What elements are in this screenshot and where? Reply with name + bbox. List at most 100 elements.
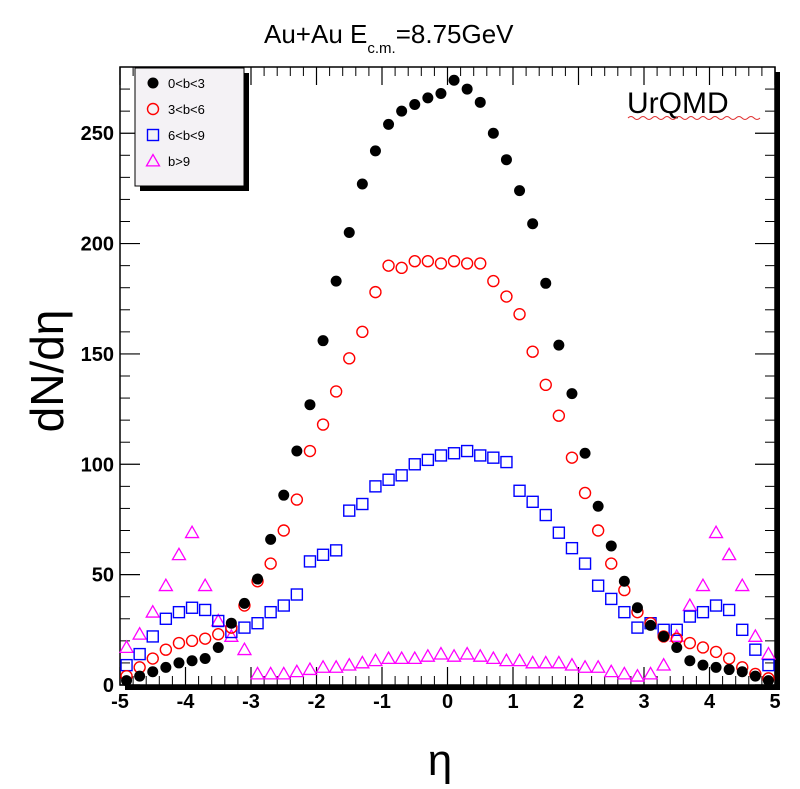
- y-tick-label: 200: [81, 234, 114, 256]
- data-point: [434, 449, 448, 462]
- y-tick-label: 50: [92, 565, 114, 587]
- data-point: [303, 444, 317, 458]
- data-point: [747, 628, 763, 642]
- data-point: [132, 626, 148, 640]
- data-point: [367, 652, 384, 667]
- legend-label: 6<b<9: [168, 128, 205, 143]
- data-point: [722, 603, 736, 617]
- data-point: [315, 659, 331, 673]
- data-point: [500, 154, 512, 166]
- data-point: [460, 444, 474, 458]
- data-markers: [118, 74, 777, 687]
- legend-marker: [147, 77, 159, 89]
- chart-title-subscript: c.m.: [367, 40, 395, 57]
- data-point: [343, 227, 355, 239]
- data-point: [513, 484, 526, 497]
- data-point: [172, 636, 186, 650]
- data-point: [578, 486, 592, 500]
- data-point: [695, 577, 711, 592]
- data-point: [722, 652, 736, 665]
- data-point: [303, 555, 317, 568]
- data-point: [252, 573, 264, 585]
- data-point: [645, 619, 657, 631]
- data-point: [265, 533, 277, 545]
- y-tick-labels: 0 50 100 150 200 250: [81, 123, 114, 697]
- series-1: [120, 255, 775, 685]
- data-point: [133, 647, 146, 661]
- data-point: [723, 664, 735, 676]
- data-point: [395, 261, 408, 275]
- data-point: [356, 325, 369, 339]
- data-point: [433, 646, 449, 660]
- data-point: [328, 659, 344, 673]
- data-point: [697, 659, 709, 671]
- data-point: [592, 500, 604, 512]
- data-point: [736, 623, 749, 637]
- data-point: [461, 83, 473, 95]
- data-point: [552, 409, 566, 422]
- y-tick-label: 150: [81, 344, 114, 366]
- data-point: [683, 636, 697, 650]
- data-point: [223, 628, 239, 642]
- data-point: [721, 546, 737, 561]
- data-point: [369, 480, 382, 493]
- y-tick-label: 100: [81, 454, 114, 476]
- data-point: [472, 648, 488, 662]
- data-point: [590, 659, 606, 673]
- data-point: [264, 605, 277, 619]
- data-point: [642, 666, 659, 680]
- chart-title-rest: =8.75GeV: [396, 19, 514, 49]
- data-point: [447, 255, 461, 268]
- data-point: [420, 648, 436, 662]
- data-point: [603, 663, 619, 678]
- data-point: [434, 257, 448, 270]
- data-point: [382, 259, 395, 272]
- data-point: [446, 648, 462, 662]
- data-point: [197, 577, 213, 592]
- y-tick-label: 0: [103, 675, 114, 697]
- data-point: [395, 469, 408, 482]
- data-point: [171, 546, 187, 561]
- spellcheck-underline: [627, 116, 761, 120]
- data-point: [172, 605, 186, 619]
- data-point: [498, 652, 515, 667]
- data-point: [409, 99, 421, 111]
- data-point: [408, 458, 421, 471]
- x-tick-label: -2: [308, 691, 326, 713]
- data-point: [290, 493, 304, 506]
- data-point: [551, 655, 567, 669]
- data-point: [329, 544, 343, 557]
- data-point: [184, 524, 200, 539]
- data-point: [605, 540, 617, 552]
- data-point: [485, 650, 501, 665]
- data-point: [341, 657, 357, 671]
- data-point: [474, 449, 487, 462]
- data-point: [408, 255, 421, 268]
- legend-label: b>9: [168, 154, 190, 169]
- data-point: [380, 650, 397, 665]
- data-point: [160, 661, 172, 673]
- data-point: [329, 385, 343, 398]
- data-point: [656, 657, 672, 671]
- data-point: [474, 96, 486, 108]
- data-point: [356, 178, 368, 190]
- data-point: [631, 621, 644, 634]
- data-point: [762, 675, 774, 687]
- data-point: [158, 577, 174, 592]
- series-3: [118, 524, 777, 682]
- data-point: [631, 602, 643, 614]
- data-point: [511, 652, 528, 667]
- data-point: [212, 628, 225, 641]
- data-point: [421, 255, 435, 268]
- data-point: [539, 508, 552, 522]
- x-tick-label: -1: [373, 691, 391, 713]
- data-point: [356, 497, 369, 511]
- data-point: [185, 601, 199, 614]
- urqmd-annotation: UrQMD: [627, 87, 729, 120]
- data-point: [487, 127, 499, 139]
- data-point: [734, 577, 750, 592]
- data-point: [134, 670, 146, 682]
- data-point: [579, 447, 591, 459]
- data-point: [304, 399, 316, 411]
- data-point: [396, 105, 408, 117]
